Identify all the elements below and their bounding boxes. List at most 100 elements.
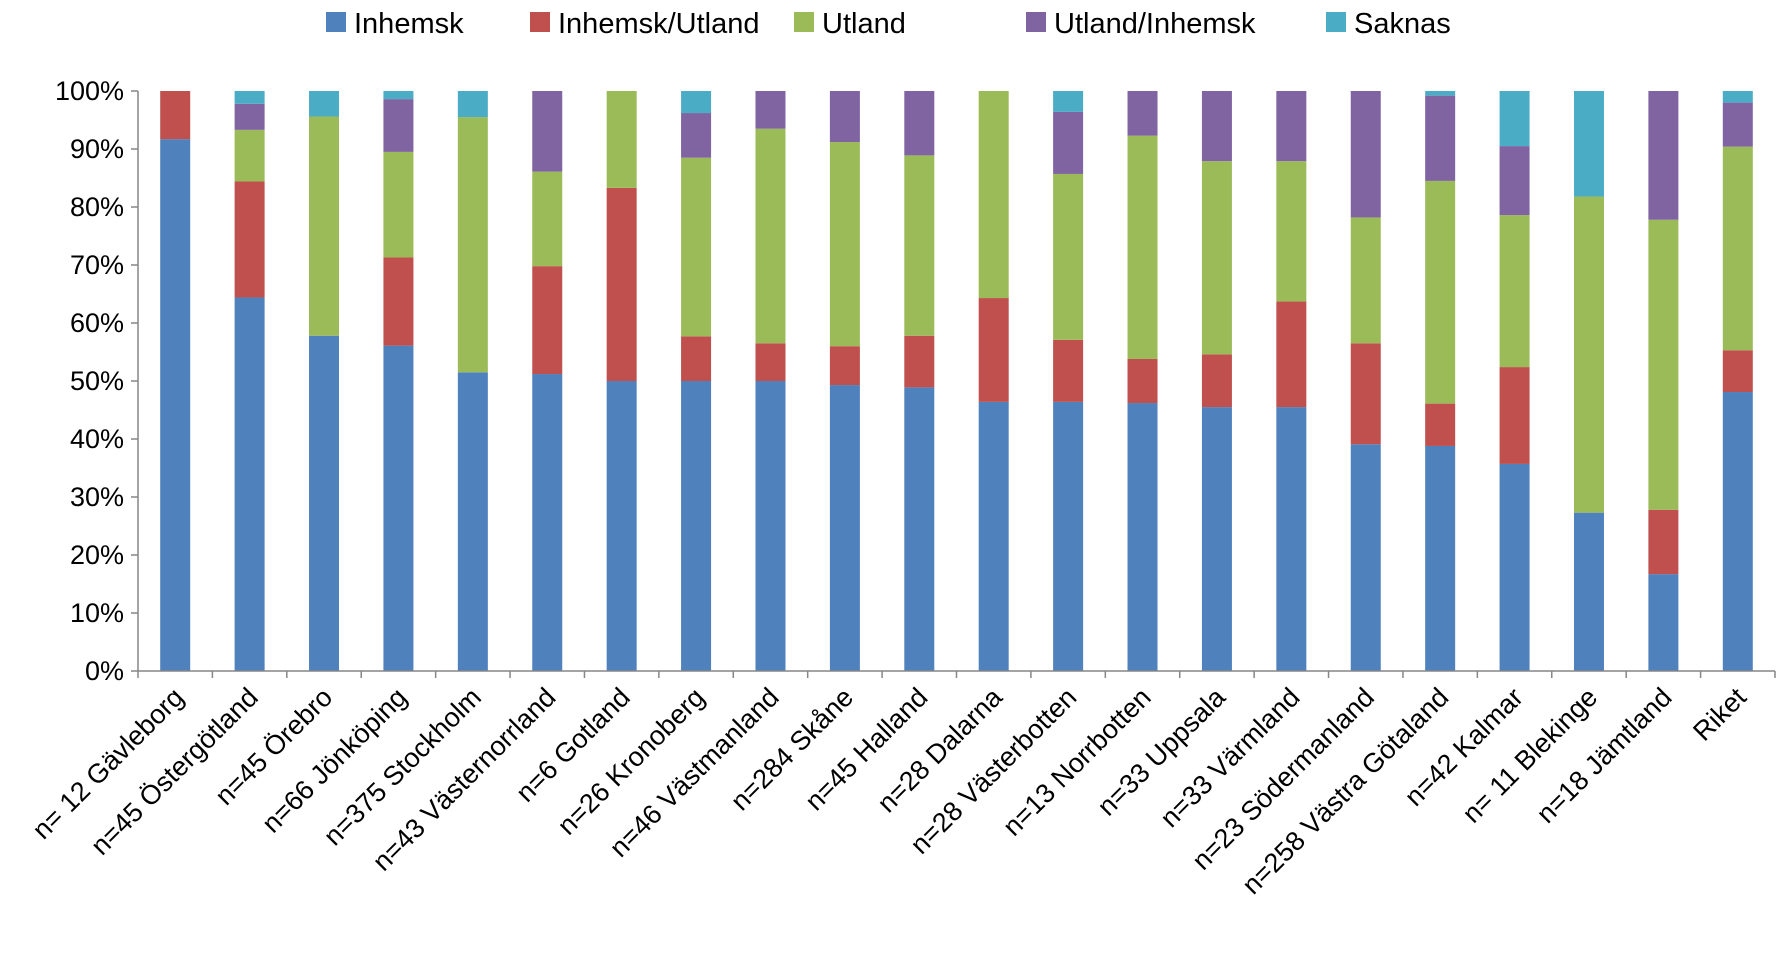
bar-1-series-1 bbox=[234, 181, 265, 298]
bar-1-series-4 bbox=[234, 91, 265, 104]
y-tick-label-7: 70% bbox=[70, 250, 124, 280]
bar-5-series-1 bbox=[532, 266, 563, 375]
bar-3-series-2 bbox=[383, 151, 414, 258]
bar-14-series-2 bbox=[1201, 161, 1232, 355]
bar-9-series-0 bbox=[829, 385, 860, 671]
bar-18-series-4 bbox=[1499, 91, 1530, 147]
bar-13-series-1 bbox=[1127, 358, 1158, 404]
bar-17-series-3 bbox=[1425, 95, 1456, 181]
bar-19-series-4 bbox=[1573, 91, 1604, 197]
bar-8-series-3 bbox=[755, 91, 786, 129]
bar-7-series-0 bbox=[681, 381, 712, 671]
bar-16-series-0 bbox=[1350, 444, 1381, 671]
bar-19-series-2 bbox=[1573, 196, 1604, 513]
bar-21-series-2 bbox=[1722, 146, 1753, 351]
y-tick-label-0: 0% bbox=[85, 656, 124, 686]
bar-9-series-2 bbox=[829, 142, 860, 347]
bar-15-series-1 bbox=[1276, 301, 1307, 408]
legend: Inhemsk Inhemsk/Utland Utland Utland/Inhems… bbox=[326, 8, 1451, 40]
bar-4-series-2 bbox=[457, 117, 488, 373]
bar-5-series-0 bbox=[532, 374, 563, 671]
bar-9-series-1 bbox=[829, 346, 860, 386]
y-tick-label-3: 30% bbox=[70, 482, 124, 512]
bar-21-series-4 bbox=[1722, 91, 1753, 103]
bar-17-series-1 bbox=[1425, 403, 1456, 446]
legend-label-3: Utland/Inhemsk bbox=[1054, 8, 1256, 40]
bar-11-series-1 bbox=[978, 298, 1009, 402]
bar-12-series-1 bbox=[1053, 339, 1084, 402]
bar-19-series-0 bbox=[1573, 512, 1604, 671]
bar-8-series-0 bbox=[755, 381, 786, 671]
bar-4-series-4 bbox=[457, 91, 488, 118]
bar-7-series-4 bbox=[681, 91, 712, 114]
bar-14-series-1 bbox=[1201, 354, 1232, 408]
bar-16-series-3 bbox=[1350, 91, 1381, 218]
bars bbox=[160, 91, 1753, 671]
bar-12-series-3 bbox=[1053, 111, 1084, 174]
bar-18-series-0 bbox=[1499, 463, 1530, 671]
bar-3-series-0 bbox=[383, 345, 414, 671]
bar-11-series-0 bbox=[978, 401, 1009, 671]
bar-1-series-0 bbox=[234, 297, 265, 671]
bar-1-series-3 bbox=[234, 103, 265, 130]
bar-0-series-0 bbox=[160, 139, 191, 671]
bar-3-series-4 bbox=[383, 91, 414, 100]
bar-6-series-1 bbox=[606, 187, 637, 381]
bar-14-series-3 bbox=[1201, 91, 1232, 162]
legend-swatch-4 bbox=[1326, 12, 1346, 32]
bar-1-series-2 bbox=[234, 129, 265, 182]
bar-20-series-3 bbox=[1648, 91, 1679, 220]
y-tick-label-10: 100% bbox=[55, 76, 124, 106]
bar-20-series-0 bbox=[1648, 574, 1679, 671]
bar-18-series-1 bbox=[1499, 367, 1530, 464]
legend-swatch-0 bbox=[326, 12, 346, 32]
bar-16-series-2 bbox=[1350, 217, 1381, 344]
bar-10-series-1 bbox=[904, 335, 935, 388]
legend-label-0: Inhemsk bbox=[354, 8, 464, 40]
legend-label-1: Inhemsk/Utland bbox=[558, 8, 760, 40]
bar-2-series-2 bbox=[309, 116, 340, 336]
bar-12-series-0 bbox=[1053, 401, 1084, 671]
bar-13-series-3 bbox=[1127, 91, 1158, 136]
bar-10-series-0 bbox=[904, 387, 935, 671]
y-tick-label-6: 60% bbox=[70, 308, 124, 338]
bar-13-series-2 bbox=[1127, 135, 1158, 359]
bar-13-series-0 bbox=[1127, 403, 1158, 671]
bar-7-series-2 bbox=[681, 157, 712, 337]
bar-15-series-0 bbox=[1276, 407, 1307, 671]
y-tick-label-1: 10% bbox=[70, 598, 124, 628]
bar-21-series-3 bbox=[1722, 102, 1753, 147]
y-tick-label-5: 50% bbox=[70, 366, 124, 396]
bar-18-series-3 bbox=[1499, 146, 1530, 216]
bar-10-series-3 bbox=[904, 91, 935, 156]
bar-2-series-0 bbox=[309, 335, 340, 671]
bar-15-series-3 bbox=[1276, 91, 1307, 162]
bar-9-series-3 bbox=[829, 91, 860, 143]
y-tick-label-9: 90% bbox=[70, 134, 124, 164]
legend-label-2: Utland bbox=[822, 8, 906, 40]
category-label-20: n=18 Jämtland bbox=[1531, 682, 1678, 829]
bar-12-series-4 bbox=[1053, 91, 1084, 112]
legend-label-4: Saknas bbox=[1354, 8, 1451, 40]
bar-7-series-1 bbox=[681, 336, 712, 381]
legend-swatch-1 bbox=[530, 12, 550, 32]
bar-3-series-1 bbox=[383, 257, 414, 346]
bar-14-series-0 bbox=[1201, 407, 1232, 671]
bar-5-series-2 bbox=[532, 171, 563, 267]
bar-0-series-1 bbox=[160, 91, 191, 140]
bar-17-series-2 bbox=[1425, 180, 1456, 404]
bar-21-series-1 bbox=[1722, 350, 1753, 393]
bar-3-series-3 bbox=[383, 99, 414, 152]
bar-17-series-0 bbox=[1425, 445, 1456, 671]
bar-15-series-2 bbox=[1276, 161, 1307, 302]
bar-2-series-4 bbox=[309, 91, 340, 117]
bar-20-series-1 bbox=[1648, 509, 1679, 575]
category-label-21: Riket bbox=[1687, 682, 1752, 747]
category-label-19: n= 11 Blekinge bbox=[1457, 682, 1604, 829]
y-tick-label-8: 80% bbox=[70, 192, 124, 222]
legend-swatch-2 bbox=[794, 12, 814, 32]
bar-18-series-2 bbox=[1499, 215, 1530, 368]
legend-swatch-3 bbox=[1026, 12, 1046, 32]
